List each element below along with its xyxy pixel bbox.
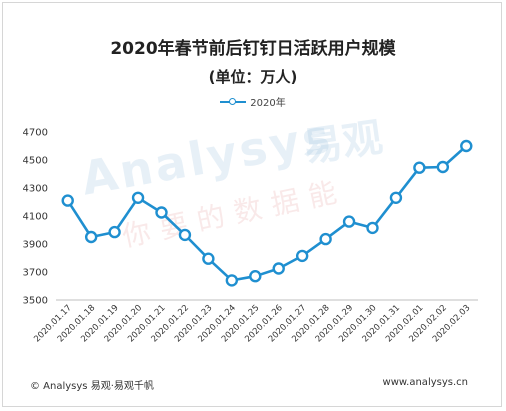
y-tick-label: 3500 (23, 296, 48, 307)
data-point (61, 194, 74, 207)
data-point (295, 249, 309, 263)
data-point (108, 225, 121, 239)
legend-line-marker-icon (220, 97, 247, 105)
data-point (84, 230, 98, 244)
chart-legend: 2020年 (0, 94, 506, 109)
x-axis: 2020.01.172020.01.182020.01.192020.01.20… (32, 299, 478, 345)
y-tick-label: 4500 (23, 156, 48, 167)
series-layer (61, 139, 473, 287)
data-point (319, 232, 332, 246)
chart-frame (2, 2, 502, 407)
y-axis: 3500 3700 3900 4100 4300 4500 4700 (23, 128, 48, 307)
data-point (460, 139, 473, 153)
y-tick-label: 4100 (23, 212, 48, 223)
data-point (202, 252, 215, 265)
y-tick-label: 4700 (23, 128, 48, 139)
data-point (436, 160, 450, 174)
data-point (272, 262, 285, 275)
y-tick-label: 4300 (23, 184, 48, 195)
footer-copyright: © Analysys 易观·易观千帆 (30, 381, 154, 392)
chart-subtitle: (单位：万人) (208, 68, 298, 86)
data-point (342, 215, 356, 228)
data-point (155, 206, 168, 219)
data-point (249, 270, 262, 283)
y-tick-label: 3900 (23, 240, 48, 251)
legend-label: 2020年 (250, 98, 286, 109)
data-point (366, 221, 379, 235)
data-point (413, 161, 426, 174)
data-point (389, 191, 403, 205)
data-point (178, 228, 192, 242)
data-point (225, 274, 239, 287)
data-point (131, 191, 145, 205)
chart-title: 2020年春节前后钉钉日活跃用户规模 (110, 39, 396, 59)
footer-website[interactable]: www.analysys.cn (382, 377, 468, 388)
y-tick-label: 3700 (23, 268, 48, 279)
series-line (66, 145, 468, 282)
